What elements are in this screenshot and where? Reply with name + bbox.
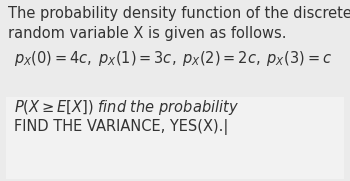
Text: $P(X \geq E[X])$ find the probability: $P(X \geq E[X])$ find the probability: [14, 98, 239, 117]
Text: The probability density function of the discrete: The probability density function of the …: [8, 6, 350, 21]
FancyBboxPatch shape: [6, 97, 344, 179]
Text: random variable X is given as follows.: random variable X is given as follows.: [8, 26, 287, 41]
Text: $p_X(0) = 4c,\; p_X(1) = 3c,\; p_X(2) = 2c,\; p_X(3) = c$: $p_X(0) = 4c,\; p_X(1) = 3c,\; p_X(2) = …: [14, 49, 332, 68]
Text: FIND THE VARIANCE, YES(X).|: FIND THE VARIANCE, YES(X).|: [14, 119, 228, 135]
